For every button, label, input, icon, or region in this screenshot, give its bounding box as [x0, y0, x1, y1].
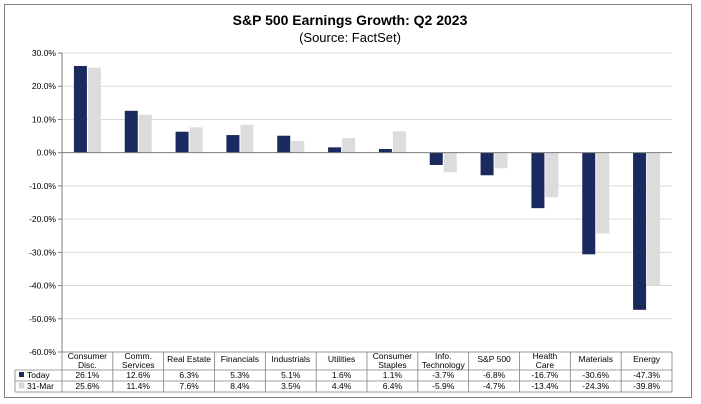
- category-label: Industrials: [271, 354, 310, 364]
- data-label: 25.6%: [75, 381, 100, 391]
- data-label: 8.4%: [230, 381, 250, 391]
- data-label: 11.4%: [127, 381, 151, 391]
- bar-today: [175, 131, 189, 153]
- data-label: 12.6%: [126, 370, 151, 380]
- bar-31-mar: [291, 141, 305, 153]
- category-label: Consumer: [68, 351, 107, 361]
- chart-title: S&P 500 Earnings Growth: Q2 2023: [233, 12, 468, 28]
- category-label: Financials: [221, 354, 259, 364]
- bar-today: [480, 152, 494, 176]
- category-label: Services: [122, 360, 155, 370]
- data-label: 3.5%: [281, 381, 301, 391]
- bar-31-mar: [392, 131, 406, 153]
- y-axis-ticks: 30.0% 20.0% 10.0% 0.0% -10.0% -20.0% -30.0% -40…: [29, 48, 56, 357]
- category-label: Materials: [579, 354, 613, 364]
- bars: [62, 65, 672, 310]
- bar-31-mar: [443, 152, 457, 173]
- category-label: Real Estate: [167, 354, 211, 364]
- bar-today: [277, 135, 291, 153]
- legend-label: 31-Mar: [27, 381, 54, 391]
- y-tick-label: 0.0%: [37, 148, 57, 158]
- category-label: Staples: [378, 360, 406, 370]
- category-label: Utilities: [328, 354, 355, 364]
- bar-31-mar: [494, 152, 508, 169]
- category-label: Comm.: [125, 351, 152, 361]
- data-label: 26.1%: [75, 370, 100, 380]
- bar-today: [429, 152, 443, 165]
- y-tick-label: -50.0%: [29, 314, 56, 324]
- y-tick-label: -40.0%: [29, 281, 56, 291]
- bar-31-mar: [87, 67, 101, 153]
- data-label: -3.7%: [432, 370, 455, 380]
- bar-31-mar: [342, 138, 356, 153]
- chart-frame: [4, 4, 692, 398]
- category-label: Care: [536, 360, 555, 370]
- category-label: Health: [533, 351, 558, 361]
- category-label: Info.: [435, 351, 452, 361]
- data-label: -13.4%: [531, 381, 558, 391]
- bar-31-mar: [596, 152, 610, 234]
- y-tick-label: 10.0%: [32, 114, 57, 124]
- data-label: 7.6%: [179, 381, 199, 391]
- category-label: S&P 500: [477, 354, 511, 364]
- y-tick-label: -10.0%: [29, 181, 56, 191]
- bar-today: [124, 110, 138, 153]
- data-label: -30.6%: [582, 370, 609, 380]
- gridlines: [58, 52, 672, 353]
- data-label: -39.8%: [633, 381, 660, 391]
- bar-today: [328, 147, 342, 153]
- data-label: -47.3%: [633, 370, 660, 380]
- bar-today: [531, 152, 545, 209]
- legend-key: [19, 372, 24, 377]
- y-tick-label: -30.0%: [29, 247, 56, 257]
- data-label: 6.4%: [383, 381, 403, 391]
- legend-key: [18, 382, 25, 389]
- chart-subtitle: (Source: FactSet): [299, 30, 401, 45]
- category-label: Disc.: [78, 360, 97, 370]
- category-label: Energy: [633, 354, 661, 364]
- data-label: 5.1%: [281, 370, 301, 380]
- data-label: -4.7%: [483, 381, 506, 391]
- bar-today: [226, 135, 240, 153]
- bar-today: [582, 152, 596, 255]
- y-tick-label: 20.0%: [32, 81, 57, 91]
- legend-label: Today: [27, 370, 50, 380]
- bar-31-mar: [138, 114, 152, 153]
- data-label: 1.6%: [332, 370, 352, 380]
- data-label: -5.9%: [432, 381, 455, 391]
- y-tick-label: -60.0%: [29, 347, 56, 357]
- data-label: -24.3%: [582, 381, 609, 391]
- bar-31-mar: [545, 152, 559, 198]
- bar-31-mar: [189, 127, 203, 153]
- data-label: 5.3%: [230, 370, 250, 380]
- bar-31-mar: [240, 124, 254, 153]
- category-label: Technology: [422, 360, 466, 370]
- y-tick-label: -20.0%: [29, 214, 56, 224]
- data-label: -16.7%: [531, 370, 558, 380]
- bar-today: [73, 65, 87, 153]
- data-label: 1.1%: [383, 370, 403, 380]
- bar-today: [633, 152, 647, 310]
- data-label: 4.4%: [332, 381, 352, 391]
- data-label: 6.3%: [179, 370, 199, 380]
- category-label: Consumer: [373, 351, 412, 361]
- y-tick-label: 30.0%: [32, 48, 57, 58]
- data-label: -6.8%: [483, 370, 506, 380]
- bar-31-mar: [647, 152, 661, 285]
- bar-today: [378, 149, 392, 153]
